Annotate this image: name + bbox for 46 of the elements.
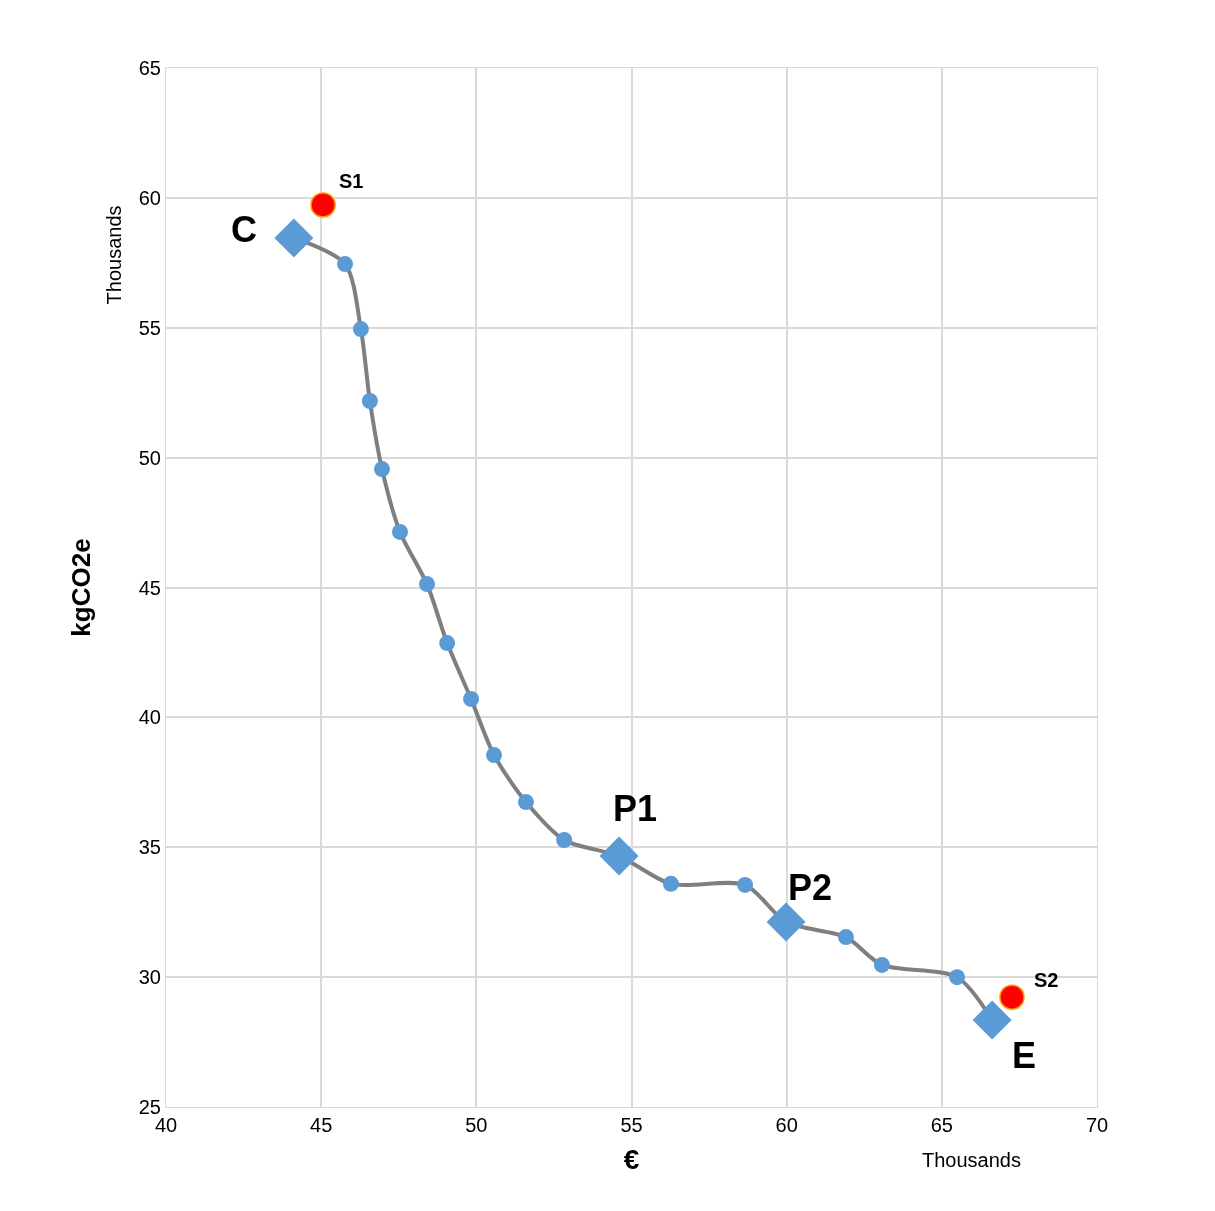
x-tick-label: 70	[1085, 1114, 1109, 1136]
point	[419, 576, 435, 593]
annotation: P2	[788, 867, 833, 908]
x-axis-title: €	[623, 1144, 640, 1176]
x-tick-label: 55	[620, 1114, 643, 1136]
y-tick-label: 60	[138, 186, 161, 209]
point	[337, 256, 354, 273]
point	[486, 747, 503, 764]
point	[599, 836, 639, 876]
point	[766, 902, 806, 942]
annotation: S1	[339, 170, 364, 192]
point	[310, 192, 336, 218]
annotation: P1	[613, 788, 658, 829]
y-tick-label: 40	[138, 706, 161, 729]
point	[274, 218, 314, 258]
y-tick-label: 30	[138, 966, 161, 989]
point	[662, 875, 679, 892]
y-axis-title: kgCO2e	[66, 538, 97, 637]
point	[737, 876, 754, 893]
x-tick-label: 65	[930, 1114, 953, 1136]
x-tick-label: 50	[465, 1114, 488, 1136]
y-tick-label: 35	[138, 836, 161, 859]
text: Thousands	[103, 205, 126, 305]
point	[556, 831, 573, 848]
y-tick-label: 55	[138, 316, 161, 339]
point	[392, 523, 408, 540]
annotation: C	[231, 209, 257, 250]
point	[518, 794, 534, 811]
point	[361, 393, 378, 409]
point	[352, 321, 369, 338]
text: Thousands	[922, 1149, 1021, 1171]
annotation: S2	[1034, 969, 1059, 991]
point	[999, 984, 1025, 1010]
annotation: E	[1012, 1035, 1037, 1076]
point	[439, 635, 456, 652]
point	[949, 969, 966, 986]
y-tick-label: 65	[138, 57, 161, 79]
point	[837, 929, 854, 946]
y-tick-label: 45	[138, 576, 161, 599]
point	[374, 461, 390, 478]
point	[463, 690, 480, 707]
x-tick-label: 60	[775, 1114, 798, 1136]
point	[873, 956, 890, 973]
x-tick-label: 45	[310, 1114, 333, 1136]
point	[972, 1000, 1012, 1040]
y-tick-label: 50	[138, 446, 161, 469]
